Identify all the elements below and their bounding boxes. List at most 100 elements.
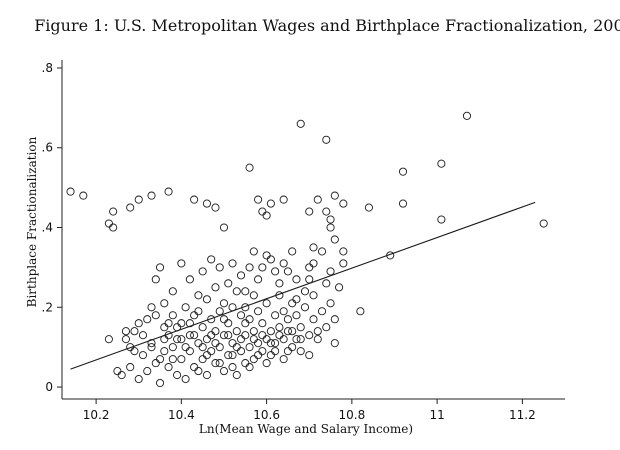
data-point bbox=[262, 359, 271, 368]
x-tick-label: 11.2 bbox=[509, 408, 536, 422]
data-point bbox=[288, 299, 297, 308]
data-point bbox=[185, 275, 194, 284]
data-point bbox=[266, 199, 275, 208]
data-point bbox=[296, 323, 305, 332]
data-point bbox=[539, 219, 548, 228]
data-point bbox=[185, 347, 194, 356]
data-point bbox=[160, 299, 169, 308]
data-point bbox=[288, 327, 297, 336]
data-point bbox=[147, 191, 156, 200]
data-point bbox=[356, 307, 365, 316]
data-point bbox=[224, 279, 233, 288]
x-tick-label: 10.4 bbox=[168, 408, 195, 422]
data-point bbox=[177, 319, 186, 328]
data-point bbox=[151, 311, 160, 320]
data-point bbox=[241, 331, 250, 340]
data-point bbox=[300, 303, 310, 312]
data-point bbox=[249, 355, 258, 364]
data-point bbox=[322, 207, 331, 216]
data-point bbox=[296, 119, 305, 128]
data-point bbox=[249, 335, 258, 344]
data-point bbox=[228, 351, 237, 360]
data-point bbox=[194, 367, 203, 376]
data-point bbox=[292, 311, 301, 320]
data-point bbox=[215, 307, 224, 316]
data-point bbox=[266, 327, 275, 336]
data-point bbox=[292, 275, 301, 284]
data-point bbox=[283, 327, 292, 336]
data-point bbox=[326, 223, 335, 232]
data-point bbox=[232, 371, 241, 380]
data-point bbox=[309, 291, 318, 300]
y-axis-label: Birthplace Fractionalization bbox=[25, 136, 39, 307]
data-point bbox=[202, 295, 211, 304]
data-point bbox=[126, 343, 135, 352]
data-point bbox=[254, 351, 263, 360]
data-point bbox=[202, 199, 211, 208]
data-point bbox=[202, 335, 211, 344]
data-point bbox=[143, 367, 152, 376]
data-point bbox=[207, 315, 216, 324]
data-point bbox=[126, 363, 135, 372]
data-point bbox=[245, 363, 254, 372]
y-tick-label: 0 bbox=[45, 380, 53, 394]
data-point bbox=[168, 311, 177, 320]
data-point bbox=[155, 263, 165, 272]
data-point bbox=[305, 275, 314, 284]
data-point bbox=[211, 283, 220, 292]
data-point bbox=[211, 359, 220, 368]
data-point bbox=[364, 203, 373, 212]
data-point bbox=[249, 291, 258, 300]
x-tick-label: 11 bbox=[429, 408, 444, 422]
data-point bbox=[288, 343, 297, 352]
data-point bbox=[300, 287, 310, 296]
data-point bbox=[313, 195, 322, 204]
data-point bbox=[130, 327, 139, 336]
data-point bbox=[155, 378, 165, 388]
data-point bbox=[245, 315, 254, 324]
y-tick-label: .4 bbox=[42, 221, 53, 235]
data-point bbox=[258, 319, 267, 328]
data-point bbox=[279, 259, 288, 268]
data-point bbox=[117, 371, 126, 380]
data-point bbox=[190, 331, 199, 340]
data-point bbox=[292, 295, 301, 304]
data-point bbox=[266, 339, 275, 348]
y-tick-label: .2 bbox=[42, 300, 53, 314]
x-tick-label: 10.6 bbox=[253, 408, 280, 422]
data-point bbox=[322, 135, 331, 144]
data-point bbox=[245, 343, 254, 352]
data-point bbox=[258, 263, 267, 272]
data-point bbox=[279, 335, 288, 344]
data-point bbox=[313, 335, 322, 344]
data-point bbox=[283, 315, 292, 324]
data-point bbox=[398, 199, 408, 208]
data-point bbox=[271, 311, 280, 320]
data-point bbox=[305, 207, 314, 216]
data-point bbox=[224, 331, 233, 340]
data-point bbox=[109, 207, 118, 216]
data-point bbox=[326, 299, 335, 308]
data-point bbox=[279, 355, 288, 364]
data-point bbox=[258, 207, 267, 216]
x-tick-label: 10.8 bbox=[339, 408, 366, 422]
data-point bbox=[177, 355, 186, 364]
data-point bbox=[181, 303, 190, 312]
data-point bbox=[181, 375, 190, 384]
data-point bbox=[266, 255, 275, 264]
data-point bbox=[309, 243, 318, 252]
data-point bbox=[236, 335, 246, 344]
data-point bbox=[168, 343, 177, 352]
data-point bbox=[262, 299, 271, 308]
data-point bbox=[164, 319, 173, 328]
data-point bbox=[232, 343, 241, 352]
data-point bbox=[262, 251, 271, 260]
data-point bbox=[249, 247, 258, 256]
data-point bbox=[160, 347, 169, 356]
data-point bbox=[168, 287, 177, 296]
data-point bbox=[305, 263, 314, 272]
data-point bbox=[121, 327, 130, 336]
x-tick-label: 10.2 bbox=[83, 408, 110, 422]
data-point bbox=[198, 343, 207, 352]
data-point bbox=[317, 307, 327, 316]
